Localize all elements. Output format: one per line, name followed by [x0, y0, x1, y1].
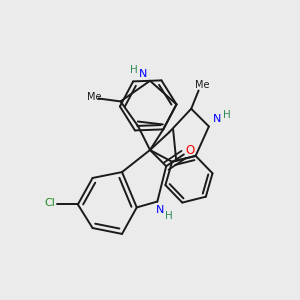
Text: Me: Me	[195, 80, 209, 90]
Text: O: O	[186, 144, 195, 158]
Text: N: N	[156, 205, 164, 215]
Text: Me: Me	[87, 92, 101, 102]
Text: H: H	[223, 110, 230, 120]
Text: H: H	[165, 211, 172, 221]
Text: H: H	[130, 64, 138, 75]
Text: N: N	[139, 69, 148, 79]
Text: N: N	[213, 114, 221, 124]
Text: Cl: Cl	[44, 198, 55, 208]
